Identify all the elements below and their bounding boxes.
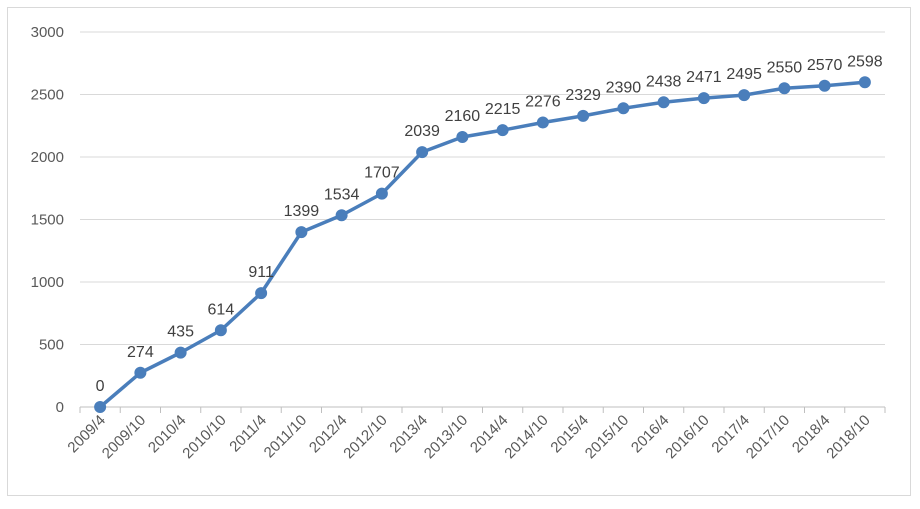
y-tick-label: 2500	[31, 87, 64, 104]
data-label: 2390	[606, 79, 642, 96]
y-tick-label: 2000	[31, 149, 64, 166]
data-label: 911	[248, 264, 274, 281]
x-tick-label: 2013/10	[421, 412, 471, 462]
data-label: 2276	[525, 94, 561, 111]
x-tick-label: 2011/10	[261, 412, 311, 462]
data-point	[335, 209, 348, 222]
data-point	[738, 89, 751, 102]
data-point	[255, 287, 268, 300]
data-label: 2215	[485, 101, 521, 118]
data-point	[858, 76, 871, 89]
chart-frame	[7, 7, 911, 496]
data-point	[134, 366, 147, 379]
data-label: 614	[208, 301, 235, 318]
data-point	[375, 187, 388, 200]
data-label: 2438	[646, 73, 682, 90]
x-tick-label: 2012/10	[340, 412, 390, 462]
x-tick-label: 2016/10	[662, 412, 712, 462]
x-tick-label: 2010/10	[179, 412, 229, 462]
data-label: 1399	[284, 203, 320, 220]
data-point	[617, 102, 630, 115]
data-point	[496, 124, 509, 137]
x-tick-label: 2018/10	[823, 412, 873, 462]
data-point	[174, 346, 187, 359]
x-tick-label: 2015/10	[582, 412, 632, 462]
y-tick-label: 1500	[31, 212, 64, 229]
data-label: 2039	[404, 123, 440, 140]
data-label: 274	[127, 344, 154, 361]
data-label: 2160	[445, 108, 481, 125]
y-tick-label: 1000	[31, 274, 64, 291]
data-label: 0	[96, 378, 105, 395]
y-tick-label: 3000	[31, 24, 64, 41]
data-point	[214, 324, 227, 337]
y-tick-label: 0	[56, 399, 64, 416]
x-tick-label: 2017/10	[743, 412, 793, 462]
data-point	[577, 109, 590, 122]
data-point	[657, 96, 670, 109]
data-point	[818, 79, 831, 92]
series-line	[98, 80, 866, 409]
data-point	[416, 146, 429, 159]
data-label: 2329	[565, 87, 601, 104]
data-point	[778, 82, 791, 95]
data-point	[456, 131, 469, 143]
y-tick-label: 500	[39, 337, 64, 354]
data-label: 2495	[726, 66, 762, 83]
data-label: 435	[167, 324, 194, 341]
data-point	[94, 401, 107, 413]
x-tick-label: 2009/10	[99, 412, 149, 462]
data-label: 2570	[807, 57, 843, 74]
data-label: 2550	[767, 59, 803, 76]
x-tick-label: 2014/10	[501, 412, 551, 462]
data-point	[295, 226, 308, 239]
data-label: 2598	[847, 53, 883, 70]
data-label: 1707	[364, 165, 400, 182]
data-label: 1534	[324, 186, 360, 203]
data-point	[697, 92, 710, 105]
data-label: 2471	[686, 69, 722, 86]
data-point	[536, 116, 549, 129]
